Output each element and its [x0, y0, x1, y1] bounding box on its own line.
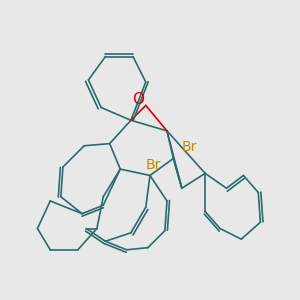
- Text: Br: Br: [146, 158, 161, 172]
- Text: O: O: [132, 92, 144, 107]
- Text: Br: Br: [182, 140, 197, 154]
